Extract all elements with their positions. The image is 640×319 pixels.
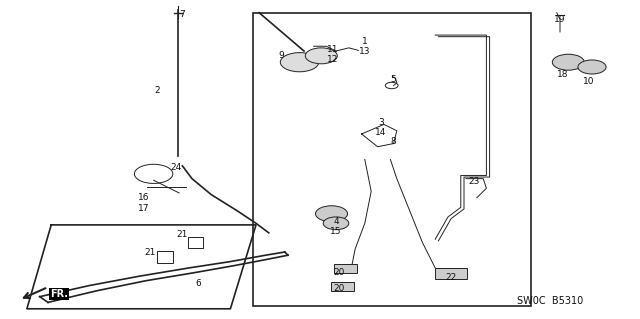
Circle shape [578, 60, 606, 74]
Text: 17: 17 [138, 204, 150, 213]
Text: 16: 16 [138, 193, 150, 202]
Text: 12: 12 [327, 55, 339, 63]
Bar [157, 251, 173, 263]
Circle shape [305, 48, 337, 64]
Bar [435, 268, 467, 279]
Text: 10: 10 [583, 77, 595, 86]
Text: 8: 8 [391, 137, 396, 146]
Bar [253, 13, 531, 306]
Text: 21: 21 [145, 248, 156, 256]
Text: 21: 21 [177, 230, 188, 239]
Circle shape [280, 53, 319, 72]
Text: 1: 1 [362, 37, 367, 46]
Circle shape [552, 54, 584, 70]
Text: 3: 3 [378, 118, 383, 127]
Text: 23: 23 [468, 177, 479, 186]
Text: 22: 22 [445, 273, 457, 282]
Circle shape [323, 217, 349, 230]
Text: 6: 6 [196, 279, 201, 288]
Bar [331, 282, 354, 291]
Text: FR.: FR. [50, 289, 68, 299]
Text: 24: 24 [170, 163, 182, 172]
Bar [334, 264, 357, 273]
Circle shape [316, 206, 348, 222]
Text: 18: 18 [557, 70, 569, 79]
Text: 4: 4 [333, 217, 339, 226]
Text: 11: 11 [327, 45, 339, 54]
Bar [188, 237, 203, 248]
Text: 14: 14 [375, 128, 387, 137]
Text: 20: 20 [333, 284, 345, 293]
Text: 7: 7 [180, 10, 185, 19]
Text: 5: 5 [391, 75, 396, 84]
Text: 20: 20 [333, 268, 345, 277]
Text: 15: 15 [330, 227, 342, 236]
Text: SW0C  B5310: SW0C B5310 [517, 296, 584, 307]
Text: 9: 9 [279, 51, 284, 60]
Text: 19: 19 [554, 15, 566, 24]
Text: 2: 2 [154, 86, 159, 95]
Text: 13: 13 [359, 47, 371, 56]
